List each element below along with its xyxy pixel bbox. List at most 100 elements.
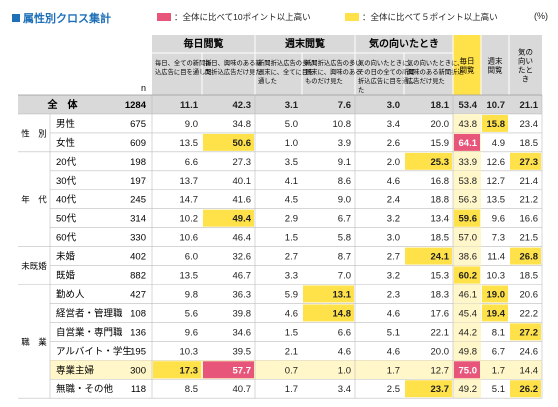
column-header: 広告だけ見た bbox=[407, 76, 445, 85]
data-cell: 1.5 bbox=[285, 327, 298, 338]
data-cell: 14.4 bbox=[520, 365, 539, 376]
legend-yellow: ：全体に比べて５ポイント以上高い bbox=[345, 11, 498, 23]
row-n: 195 bbox=[130, 346, 146, 357]
highlight-cell bbox=[405, 380, 452, 398]
header-highlight-bg bbox=[453, 35, 481, 95]
row-label: 50代 bbox=[56, 214, 77, 225]
column-header: 週末に、興味のある bbox=[305, 67, 361, 76]
data-cell: 46.1 bbox=[459, 289, 478, 300]
data-cell: 10.6 bbox=[180, 233, 199, 244]
data-cell: 32.6 bbox=[233, 252, 252, 263]
data-cell: 11.1 bbox=[180, 100, 199, 111]
data-cell: 27.2 bbox=[520, 327, 539, 338]
data-cell: 2.7 bbox=[285, 252, 298, 263]
column-highlight-bg bbox=[453, 379, 481, 399]
data-cell: 5.0 bbox=[285, 119, 298, 130]
data-cell: 2.9 bbox=[285, 214, 298, 225]
column-header: 毎日、全ての新聞折 bbox=[155, 58, 212, 67]
column-header: 込広告に目を通した bbox=[155, 67, 212, 76]
column-header: 通した bbox=[258, 76, 277, 85]
data-cell: 21.4 bbox=[520, 176, 539, 187]
data-cell: 13.5 bbox=[180, 138, 199, 149]
data-cell: 5.1 bbox=[387, 327, 400, 338]
legend-pink: ：全体に比べて10ポイント以上高い bbox=[157, 11, 311, 23]
highlight-cell bbox=[203, 361, 254, 379]
column-highlight-bg bbox=[453, 113, 481, 133]
data-cell: 6.7 bbox=[338, 214, 351, 225]
column-highlight-bg bbox=[453, 322, 481, 342]
data-cell: 17.3 bbox=[180, 365, 199, 376]
data-cell: 11.4 bbox=[487, 252, 505, 263]
data-cell: 1.7 bbox=[387, 365, 400, 376]
data-cell: 3.9 bbox=[338, 138, 351, 149]
data-cell: 10.8 bbox=[333, 119, 352, 130]
row-n: 197 bbox=[130, 176, 146, 187]
data-cell: 39.8 bbox=[233, 308, 252, 319]
column-header: 週末に、全てに目を bbox=[258, 67, 314, 76]
highlight-cell bbox=[510, 247, 541, 265]
legend-yellow-label: ：全体に比べて５ポイント以上高い bbox=[362, 12, 498, 22]
column-header: 向い bbox=[518, 56, 533, 66]
row-n: 198 bbox=[130, 157, 146, 168]
data-cell: 5.1 bbox=[492, 384, 505, 395]
data-cell: 26.8 bbox=[520, 252, 539, 263]
data-cell: 46.7 bbox=[233, 271, 252, 282]
data-cell: 49.8 bbox=[459, 346, 478, 357]
data-cell: 19.0 bbox=[487, 289, 506, 300]
data-cell: 2.3 bbox=[387, 289, 400, 300]
row-n: 300 bbox=[130, 365, 146, 376]
data-cell: 18.5 bbox=[520, 271, 539, 282]
data-cell: 14.8 bbox=[333, 308, 352, 319]
column-header: 折込広告に目を通し bbox=[358, 76, 415, 85]
data-cell: 4.1 bbox=[285, 176, 298, 187]
data-cell: 18.8 bbox=[431, 195, 450, 206]
data-cell: 75.0 bbox=[459, 365, 478, 376]
row-label: 40代 bbox=[56, 195, 77, 206]
row-n: 118 bbox=[131, 384, 146, 395]
data-cell: 23.4 bbox=[520, 119, 539, 130]
column-header: 気の bbox=[518, 47, 533, 57]
highlight-cell bbox=[303, 285, 354, 303]
data-cell: 22.1 bbox=[431, 327, 450, 338]
row-label: 女性 bbox=[56, 137, 76, 149]
data-cell: 3.3 bbox=[285, 271, 298, 282]
column-header: たと bbox=[518, 66, 533, 75]
row-label: 30代 bbox=[56, 176, 77, 187]
data-cell: 15.8 bbox=[487, 119, 506, 130]
highlight-cell bbox=[454, 266, 480, 284]
data-cell: 4.6 bbox=[285, 308, 298, 319]
data-cell: 6.6 bbox=[185, 157, 198, 168]
data-cell: 9.0 bbox=[338, 195, 351, 206]
highlight-cell bbox=[153, 361, 201, 379]
column-header: 新聞折込広告の多い bbox=[258, 58, 315, 67]
highlight-cell bbox=[482, 285, 508, 303]
data-cell: 4.9 bbox=[492, 138, 505, 149]
row-label: 既婚 bbox=[56, 270, 76, 282]
row-n: 882 bbox=[130, 271, 146, 282]
data-cell: 5.8 bbox=[338, 233, 351, 244]
column-highlight-bg bbox=[453, 284, 481, 304]
data-cell: 46.4 bbox=[233, 233, 252, 244]
column-header: た bbox=[358, 86, 364, 94]
legend-pink-label: ：全体に比べて10ポイント以上高い bbox=[174, 12, 311, 22]
column-highlight-bg bbox=[453, 170, 481, 190]
column-highlight-bg bbox=[453, 303, 481, 323]
legend-pink-swatch bbox=[157, 13, 171, 21]
data-cell: 1.7 bbox=[492, 365, 505, 376]
data-cell: 1.0 bbox=[338, 365, 351, 376]
data-cell: 3.4 bbox=[338, 384, 351, 395]
group-label: 未既婚 bbox=[21, 261, 47, 271]
data-cell: 4.5 bbox=[285, 195, 298, 206]
data-cell: 20.0 bbox=[431, 346, 450, 357]
data-cell: 50.6 bbox=[233, 138, 252, 149]
data-cell: 23.7 bbox=[431, 384, 450, 395]
data-cell: 0.7 bbox=[285, 365, 298, 376]
data-cell: 20.0 bbox=[431, 119, 450, 130]
data-cell: 21.2 bbox=[520, 195, 539, 206]
highlight-cell bbox=[454, 209, 480, 227]
data-cell: 4.6 bbox=[387, 176, 400, 187]
data-cell: 44.2 bbox=[459, 327, 478, 338]
data-cell: 60.2 bbox=[459, 271, 478, 282]
column-highlight-bg bbox=[453, 151, 481, 171]
group-header: 週末閲覧 bbox=[285, 37, 325, 50]
